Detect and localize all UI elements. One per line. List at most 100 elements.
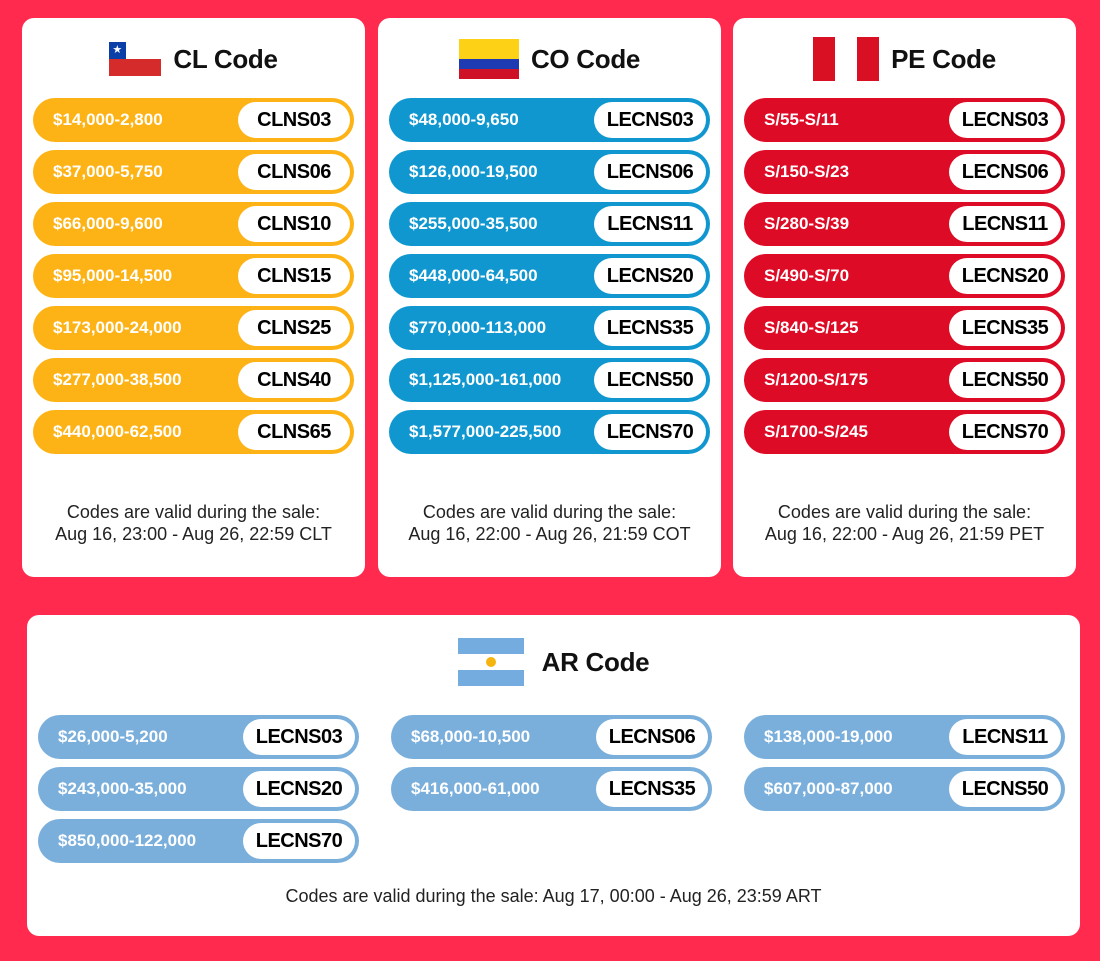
pe-code-list: S/55-S/11 LECNS03 S/150-S/23 LECNS06 S/280… [744, 98, 1065, 462]
price-range: $440,000-62,500 [53, 422, 182, 441]
price-range: $138,000-19,000 [764, 727, 893, 746]
price-range: S/1700-S/245 [764, 422, 868, 441]
validity-line-1: Codes are valid during the sale: [422, 502, 677, 522]
coupon-code[interactable]: LECNS35 [596, 771, 708, 807]
coupon-code[interactable]: LECNS70 [594, 414, 706, 450]
price-range: $126,000-19,500 [409, 162, 538, 181]
code-pill: $770,000-113,000 LECNS35 [389, 306, 710, 350]
co-card-header: CO Code [378, 38, 721, 80]
code-pill: $1,577,000-225,500 LECNS70 [389, 410, 710, 454]
price-range: $37,000-5,750 [53, 162, 163, 181]
code-pill: $416,000-61,000 LECNS35 [391, 767, 712, 811]
code-pill: $14,000-2,800 CLNS03 [33, 98, 354, 142]
pe-card-title: PE Code [891, 43, 996, 74]
ar-code-card: AR Code $26,000-5,200 LECNS03 $68,000-10,… [27, 615, 1080, 936]
cl-card-header: ★ CL Code [22, 38, 365, 80]
code-pill: S/55-S/11 LECNS03 [744, 98, 1065, 142]
coupon-code[interactable]: LECNS06 [594, 154, 706, 190]
code-pill: $1,125,000-161,000 LECNS50 [389, 358, 710, 402]
coupon-code[interactable]: LECNS70 [243, 823, 355, 859]
coupon-code[interactable]: LECNS50 [949, 771, 1061, 807]
argentina-flag-icon [457, 638, 524, 686]
coupon-code[interactable]: LECNS70 [949, 414, 1061, 450]
ar-card-header: AR Code [27, 637, 1080, 687]
price-range: S/490-S/70 [764, 266, 850, 285]
code-pill: $126,000-19,500 LECNS06 [389, 150, 710, 194]
cl-card-title: CL Code [173, 43, 278, 74]
code-pill: $448,000-64,500 LECNS20 [389, 254, 710, 298]
coupon-code[interactable]: LECNS11 [949, 719, 1061, 755]
validity-line-2: Aug 16, 22:00 - Aug 26, 21:59 COT [408, 524, 691, 544]
coupon-code[interactable]: LECNS11 [594, 206, 706, 242]
price-range: $68,000-10,500 [411, 727, 531, 746]
code-pill: S/1700-S/245 LECNS70 [744, 410, 1065, 454]
price-range: $173,000-24,000 [53, 318, 182, 337]
coupon-code[interactable]: CLNS15 [238, 258, 350, 294]
code-pill: $173,000-24,000 CLNS25 [33, 306, 354, 350]
code-pill: $138,000-19,000 LECNS11 [744, 715, 1065, 759]
colombia-flag-icon [458, 39, 519, 79]
price-range: $277,000-38,500 [53, 370, 182, 389]
price-range: $1,125,000-161,000 [409, 370, 562, 389]
code-pill: $277,000-38,500 CLNS40 [33, 358, 354, 402]
price-range: S/1200-S/175 [764, 370, 868, 389]
coupon-code[interactable]: LECNS03 [594, 102, 706, 138]
coupon-code[interactable]: LECNS03 [243, 719, 355, 755]
co-code-card: CO Code $48,000-9,650 LECNS03 $126,000-19… [378, 18, 721, 577]
price-range: $26,000-5,200 [58, 727, 168, 746]
coupon-code[interactable]: CLNS65 [238, 414, 350, 450]
code-pill: $850,000-122,000 LECNS70 [38, 819, 359, 863]
ar-card-title: AR Code [541, 646, 650, 677]
pe-validity-note: Codes are valid during the sale: Aug 16,… [733, 501, 1076, 545]
code-pill: $440,000-62,500 CLNS65 [33, 410, 354, 454]
price-range: S/280-S/39 [764, 214, 850, 233]
coupon-code[interactable]: LECNS35 [949, 310, 1061, 346]
chile-flag-icon: ★ [109, 42, 162, 76]
co-validity-note: Codes are valid during the sale: Aug 16,… [378, 501, 721, 545]
coupon-code[interactable]: LECNS20 [243, 771, 355, 807]
price-range: S/840-S/125 [764, 318, 859, 337]
co-card-title: CO Code [530, 43, 641, 74]
coupon-code[interactable]: LECNS50 [949, 362, 1061, 398]
coupon-code[interactable]: LECNS03 [949, 102, 1061, 138]
code-pill: $26,000-5,200 LECNS03 [38, 715, 359, 759]
coupon-code[interactable]: CLNS03 [238, 102, 350, 138]
coupon-code[interactable]: CLNS10 [238, 206, 350, 242]
price-range: S/55-S/11 [764, 110, 839, 129]
code-pill: $95,000-14,500 CLNS15 [33, 254, 354, 298]
coupon-code[interactable]: LECNS11 [949, 206, 1061, 242]
co-code-list: $48,000-9,650 LECNS03 $126,000-19,500 LECN… [389, 98, 710, 462]
cl-code-list: $14,000-2,800 CLNS03 $37,000-5,750 CLNS06 … [33, 98, 354, 462]
price-range: $850,000-122,000 [58, 831, 197, 850]
code-pill: S/490-S/70 LECNS20 [744, 254, 1065, 298]
coupon-code[interactable]: LECNS06 [596, 719, 708, 755]
pe-card-header: PE Code [733, 37, 1076, 81]
pe-code-card: PE Code S/55-S/11 LECNS03 S/150-S/23 LECNS… [733, 18, 1076, 577]
validity-line-2: Aug 16, 22:00 - Aug 26, 21:59 PET [764, 524, 1045, 544]
price-range: $448,000-64,500 [409, 266, 538, 285]
cl-validity-note: Codes are valid during the sale: Aug 16,… [22, 501, 365, 545]
code-pill: S/150-S/23 LECNS06 [744, 150, 1065, 194]
ar-code-grid: $26,000-5,200 LECNS03 $68,000-10,500 LECNS… [38, 715, 1065, 863]
price-range: $770,000-113,000 [409, 318, 547, 337]
coupon-code[interactable]: CLNS06 [238, 154, 350, 190]
coupon-code[interactable]: LECNS50 [594, 362, 706, 398]
price-range: $416,000-61,000 [411, 779, 540, 798]
code-pill: $68,000-10,500 LECNS06 [391, 715, 712, 759]
price-range: $66,000-9,600 [53, 214, 163, 233]
peru-flag-icon [813, 37, 880, 81]
coupon-code[interactable]: CLNS25 [238, 310, 350, 346]
coupon-code[interactable]: LECNS20 [594, 258, 706, 294]
price-range: $607,000-87,000 [764, 779, 893, 798]
coupon-code[interactable]: LECNS20 [949, 258, 1061, 294]
code-pill: S/1200-S/175 LECNS50 [744, 358, 1065, 402]
coupon-code[interactable]: LECNS35 [594, 310, 706, 346]
price-range: S/150-S/23 [764, 162, 850, 181]
code-pill: $66,000-9,600 CLNS10 [33, 202, 354, 246]
coupon-code[interactable]: CLNS40 [238, 362, 350, 398]
price-range: $243,000-35,000 [58, 779, 187, 798]
validity-line-1: Codes are valid during the sale: [66, 502, 321, 522]
coupon-code[interactable]: LECNS06 [949, 154, 1061, 190]
validity-line-1: Codes are valid during the sale: [777, 502, 1032, 522]
validity-line-2: Aug 16, 23:00 - Aug 26, 22:59 CLT [55, 524, 332, 544]
